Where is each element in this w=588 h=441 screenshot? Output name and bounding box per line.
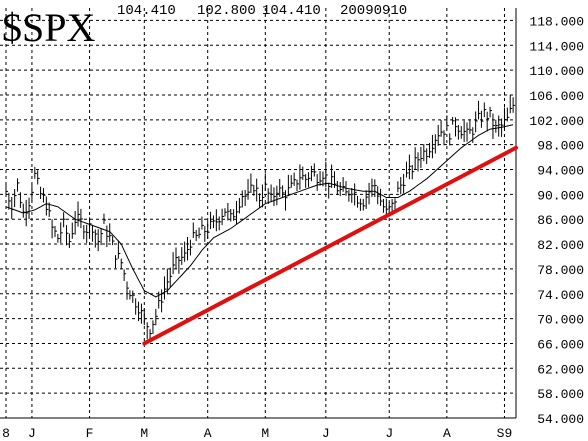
header-last-value: 104.410 [262,3,321,19]
y-tick-labels: 54.000 58.000 62.000 66.000 70.000 74.000 78.0… [529,14,584,427]
y-tick-label: 74.000 [537,288,584,303]
y-tick-label: 66.000 [537,337,584,352]
x-tick-label: J [28,426,36,441]
y-tick-label: 58.000 [537,387,584,402]
y-tick-label: 54.000 [537,412,584,427]
x-tick-labels: 8 J F M A M J J A S9 [2,426,512,441]
y-tick-label: 106.000 [529,89,584,104]
y-tick-label: 62.000 [537,362,584,377]
y-tick-label: 90.000 [537,188,584,203]
header-close-value: 104.410 [117,3,176,19]
header-low-value: 102.800 [197,3,256,19]
y-tick-label: 82.000 [537,238,584,253]
y-tick-label: 78.000 [537,263,584,278]
header-date: 20090910 [340,3,407,19]
x-tick-label: M [261,426,269,441]
moving-average-line [5,124,514,298]
y-tick-label: 102.000 [529,114,584,129]
grid [0,8,517,419]
trendline-series [142,145,518,346]
y-tick-label: 94.000 [537,164,584,179]
x-tick-label: A [204,426,212,441]
moving-average-series [5,124,514,298]
x-tick-label: J [322,426,330,441]
y-tick-label: 86.000 [537,213,584,228]
x-tick-label: A [443,426,451,441]
y-tick-label: 114.000 [529,39,584,54]
x-tick-label: J [385,426,393,441]
x-tick-label: S9 [497,426,513,441]
price-series [5,94,516,340]
x-tick-label: M [140,426,148,441]
x-tick-label: 8 [2,426,10,441]
x-tick-label: F [86,426,94,441]
trendline [142,145,518,346]
y-tick-label: 110.000 [529,64,584,79]
y-tick-label: 98.000 [537,139,584,154]
chart-title: $SPX [2,5,95,50]
y-tick-label: 118.000 [529,14,584,29]
y-tick-label: 70.000 [537,313,584,328]
